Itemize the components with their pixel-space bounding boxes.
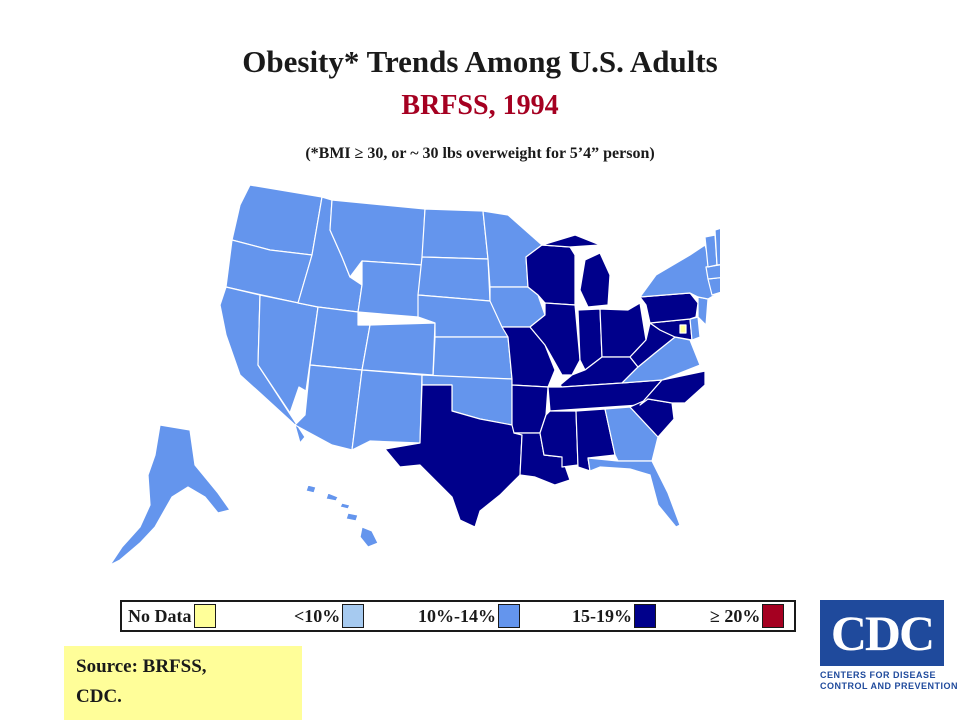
state-WY [357, 260, 423, 318]
legend-item-15-19: 15-19% [572, 602, 656, 630]
legend-label: 10%-14% [418, 605, 496, 626]
state-UT [309, 306, 371, 371]
cdc-logo-line-1: CENTERS FOR DISEASE [820, 670, 937, 680]
state-NC [639, 370, 706, 406]
state-NM [351, 369, 423, 451]
state-ND [421, 208, 489, 260]
state-AK [109, 424, 231, 566]
state-MI [541, 234, 611, 308]
state-KS [432, 336, 513, 380]
legend-swatch [342, 604, 365, 628]
legend-item-lt10: <10% [294, 602, 365, 630]
legend-label: ≥ 20% [710, 605, 761, 626]
map-subtitle: BRFSS, 1994 [401, 90, 559, 121]
source-line-2: CDC. [76, 686, 122, 707]
state-FL [587, 457, 681, 528]
state-DC [679, 324, 687, 334]
state-TX [384, 384, 523, 528]
state-NH [714, 227, 720, 266]
state-PA [639, 292, 699, 324]
legend-swatch [634, 604, 656, 628]
legend-item-10-14: 10%-14% [418, 602, 520, 630]
state-CT [707, 277, 720, 296]
legend: No Data <10% 10%-14% 15-19% ≥ 20% [120, 600, 796, 632]
state-DE [689, 316, 701, 341]
state-IL [529, 302, 581, 376]
state-CO [361, 322, 436, 376]
legend-swatch [762, 604, 785, 628]
state-SD [417, 256, 491, 302]
state-NJ [697, 296, 709, 326]
legend-swatch [193, 604, 216, 628]
state-HI [305, 484, 379, 548]
bmi-note: (*BMI ≥ 30, or ~ 30 lbs overweight for 5… [305, 145, 655, 162]
state-MA [705, 264, 720, 280]
legend-item-ge20: ≥ 20% [710, 602, 785, 630]
cdc-logo: CDC CENTERS FOR DISEASE CONTROL AND PREV… [820, 600, 959, 691]
map-title: Obesity* Trends Among U.S. Adults [242, 44, 718, 79]
legend-label: 15-19% [572, 605, 632, 626]
cdc-logo-line-2: CONTROL AND PREVENTION [820, 681, 959, 691]
legend-swatch [498, 604, 520, 628]
legend-item-no-data: No Data [128, 602, 216, 630]
cdc-logo-mark: CDC [820, 600, 944, 666]
source-line-1: Source: BRFSS, [76, 656, 207, 677]
legend-label: <10% [294, 605, 341, 626]
legend-label: No Data [128, 605, 192, 626]
us-states-map [109, 184, 720, 566]
state-NY [639, 244, 716, 300]
source-note: Source: BRFSS, CDC. [64, 646, 302, 720]
